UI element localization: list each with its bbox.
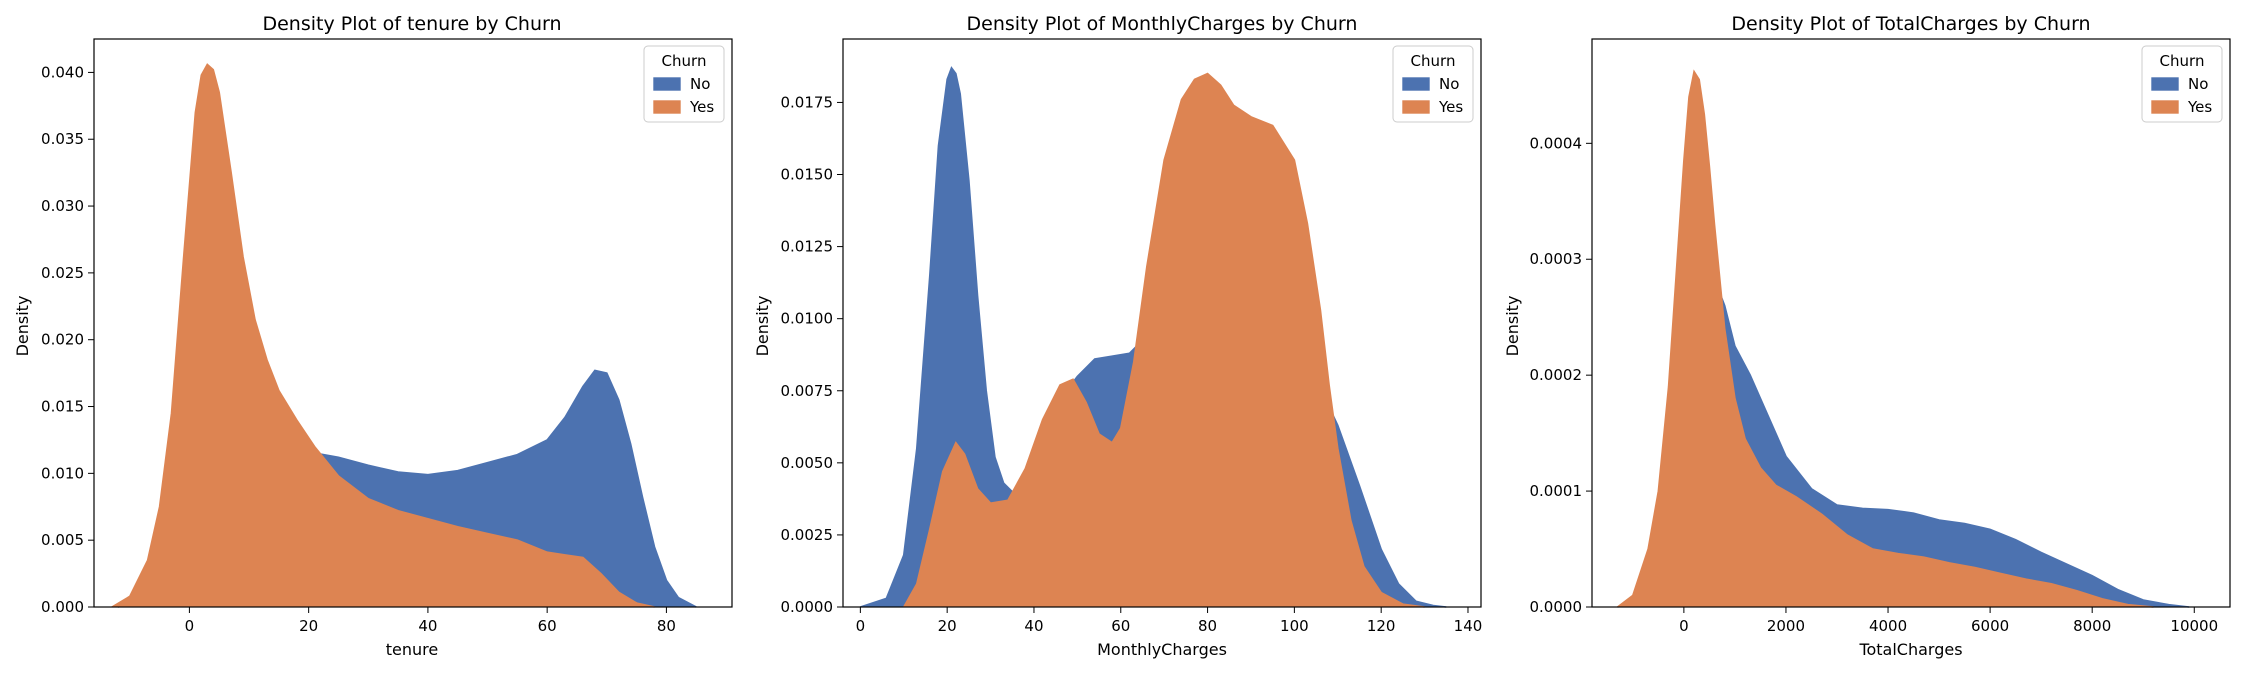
legend-title: Churn: [1411, 52, 1456, 70]
legend-label-no: No: [2188, 75, 2208, 93]
legend-label-yes: Yes: [2187, 98, 2212, 116]
y-tick-label: 0.005: [41, 531, 84, 549]
density-line-yes: [903, 72, 1425, 608]
x-axis-label: tenure: [386, 640, 438, 659]
legend-label-no: No: [690, 75, 710, 93]
y-tick-label: 0.0025: [781, 526, 834, 544]
y-tick-label: 0.0000: [1530, 598, 1583, 616]
legend: Churn No Yes: [2141, 45, 2223, 123]
y-tick-label: 0.0150: [781, 166, 834, 184]
y-tick-label: 0.0075: [781, 382, 834, 400]
chart-panel-3: Density Plot of TotalCharges by Churn De…: [1503, 13, 2231, 659]
x-axis-label: TotalCharges: [1858, 640, 1962, 659]
x-tick-label: 20: [938, 617, 957, 635]
x-tick-label: 80: [657, 617, 676, 635]
x-tick-label: 0: [856, 617, 866, 635]
legend-swatch-no: [1402, 77, 1430, 91]
x-tick-label: 40: [1024, 617, 1043, 635]
density-area-yes: [903, 73, 1425, 608]
y-tick-label: 0.010: [41, 464, 84, 482]
legend-swatch-yes: [1402, 100, 1430, 114]
plot-area: [860, 66, 1447, 608]
x-tick-label: 120: [1367, 617, 1396, 635]
x-tick-label: 2000: [1767, 617, 1805, 635]
legend-title: Churn: [662, 52, 707, 70]
legend-swatch-no: [2151, 77, 2179, 91]
legend-swatch-no: [653, 77, 681, 91]
density-area-yes: [111, 64, 655, 607]
y-tick-label: 0.030: [41, 197, 84, 215]
plot-area: [1617, 69, 2190, 608]
density-line-yes: [111, 63, 655, 608]
y-tick-label: 0.015: [41, 398, 84, 416]
chart-title: Density Plot of MonthlyCharges by Churn: [967, 13, 1358, 35]
legend-swatch-yes: [653, 100, 681, 114]
legend: Churn No Yes: [643, 45, 725, 123]
chart-title: Density Plot of tenure by Churn: [262, 13, 561, 35]
density-line-yes: [1617, 69, 2154, 608]
y-tick-label: 0.020: [41, 331, 84, 349]
x-tick-label: 40: [418, 617, 437, 635]
legend-label-no: No: [1439, 75, 1459, 93]
x-tick-label: 140: [1454, 617, 1483, 635]
plot-area: [111, 63, 697, 608]
x-tick-label: 0: [1679, 617, 1689, 635]
axes-frame: [1591, 38, 2231, 608]
y-tick-label: 0.0175: [781, 93, 834, 111]
legend-label-yes: Yes: [1438, 98, 1463, 116]
y-tick-label: 0.0100: [781, 310, 834, 328]
x-tick-label: 0: [185, 617, 195, 635]
chart-title: Density Plot of TotalCharges by Churn: [1731, 13, 2090, 35]
y-tick-label: 0.0125: [781, 238, 834, 256]
chart-panel-1: Density Plot of tenure by Churn Density …: [13, 13, 733, 659]
legend-label-yes: Yes: [689, 98, 714, 116]
legend-title: Churn: [2160, 52, 2205, 70]
axes-frame: [93, 38, 733, 608]
legend-swatch-yes: [2151, 100, 2179, 114]
density-area-yes: [1617, 71, 2154, 607]
y-axis-label: Density: [753, 296, 772, 357]
axes-frame: [842, 38, 1482, 608]
y-tick-label: 0.000: [41, 598, 84, 616]
y-tick-label: 0.0001: [1530, 482, 1583, 500]
x-tick-label: 100: [1280, 617, 1309, 635]
x-tick-label: 6000: [1971, 617, 2009, 635]
y-axis-label: Density: [13, 296, 32, 357]
x-tick-label: 60: [1111, 617, 1130, 635]
legend: Churn No Yes: [1392, 45, 1474, 123]
y-tick-label: 0.040: [41, 63, 84, 81]
x-tick-label: 80: [1198, 617, 1217, 635]
x-tick-label: 20: [299, 617, 318, 635]
y-tick-label: 0.0003: [1530, 250, 1583, 268]
y-tick-label: 0.0050: [781, 454, 834, 472]
y-tick-label: 0.035: [41, 130, 84, 148]
x-tick-label: 10000: [2170, 617, 2218, 635]
x-tick-label: 60: [538, 617, 557, 635]
y-axis-label: Density: [1503, 296, 1522, 357]
y-tick-label: 0.0004: [1530, 134, 1583, 152]
x-axis-label: MonthlyCharges: [1097, 640, 1227, 659]
chart-panel-2: Density Plot of MonthlyCharges by Churn …: [753, 13, 1482, 659]
y-tick-label: 0.0002: [1530, 366, 1583, 384]
y-tick-label: 0.0000: [781, 598, 834, 616]
x-tick-label: 4000: [1869, 617, 1907, 635]
y-tick-label: 0.025: [41, 264, 84, 282]
x-tick-label: 8000: [2073, 617, 2111, 635]
